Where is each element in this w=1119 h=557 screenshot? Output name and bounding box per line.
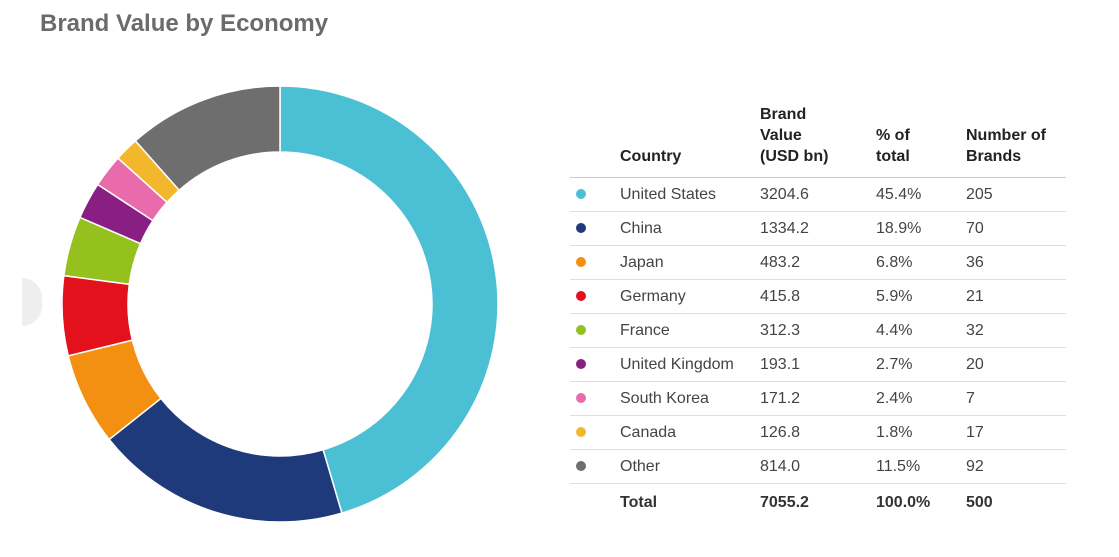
pct-cell: 2.4%	[870, 381, 960, 416]
total-value: 7055.2	[760, 494, 809, 511]
legend-dot-icon	[576, 222, 586, 233]
value-cell: 814.0	[754, 449, 870, 484]
brands-cell: 205	[960, 177, 1066, 212]
table-header-row: Country Brand Value (USD bn) % of total …	[570, 104, 1066, 178]
value-cell: 483.2	[754, 245, 870, 280]
header-brand-value-line: Brand	[760, 106, 807, 123]
header-brands-line: Number of	[966, 127, 1046, 144]
country-cell: South Korea	[614, 381, 754, 416]
pct-cell: 4.4%	[870, 313, 960, 348]
data-table: Country Brand Value (USD bn) % of total …	[570, 104, 1066, 522]
legend-dot-icon	[576, 188, 586, 199]
pct-cell: 11.5%	[870, 449, 960, 484]
header-brand-value-line: Value	[760, 127, 802, 144]
value-cell: 193.1	[754, 347, 870, 382]
total-label: Total	[620, 494, 658, 511]
country-cell: Germany	[614, 279, 754, 314]
value-cell: 171.2	[754, 381, 870, 416]
value-cell: 126.8	[754, 415, 870, 450]
country-cell: France	[614, 313, 754, 348]
total-row: Total 7055.2 100.0% 500	[570, 484, 1066, 523]
legend-dot-icon	[576, 358, 586, 369]
legend-dot-icon	[576, 324, 586, 335]
legend-dot-cell	[570, 415, 614, 450]
header-dot-column	[570, 104, 614, 178]
header-brands-line: Brands	[966, 148, 1022, 165]
legend-dot-cell	[570, 211, 614, 246]
brands-cell: 70	[960, 211, 1066, 246]
country-cell: Other	[614, 449, 754, 484]
table-row: Japan 483.2 6.8% 36	[570, 245, 1066, 280]
pct-cell: 45.4%	[870, 177, 960, 212]
header-pct-line: total	[876, 148, 910, 165]
table-row: China 1334.2 18.9% 70	[570, 211, 1066, 246]
table-row: Canada 126.8 1.8% 17	[570, 415, 1066, 450]
value-cell: 415.8	[754, 279, 870, 314]
brands-cell: 20	[960, 347, 1066, 382]
scroll-edge-handle[interactable]	[22, 278, 42, 326]
table-row: United Kingdom 193.1 2.7% 20	[570, 347, 1066, 382]
brands-cell: 36	[960, 245, 1066, 280]
value-cell: 3204.6	[754, 177, 870, 212]
chart-title: Brand Value by Economy	[40, 10, 329, 37]
value-cell: 312.3	[754, 313, 870, 348]
legend-dot-cell	[570, 313, 614, 348]
brands-cell: 7	[960, 381, 1066, 416]
country-cell: United Kingdom	[614, 347, 754, 382]
table-row: South Korea 171.2 2.4% 7	[570, 381, 1066, 416]
value-cell: 1334.2	[754, 211, 870, 246]
legend-dot-cell	[570, 245, 614, 280]
total-dot-cell	[570, 484, 614, 523]
country-cell: United States	[614, 177, 754, 212]
donut-inner-ring	[128, 152, 432, 456]
header-number-of-brands: Number of Brands	[960, 104, 1066, 178]
table-row: Germany 415.8 5.9% 21	[570, 279, 1066, 314]
legend-dot-cell	[570, 347, 614, 382]
brands-cell: 17	[960, 415, 1066, 450]
total-brands: 500	[966, 494, 993, 511]
legend-dot-cell	[570, 279, 614, 314]
country-cell: Japan	[614, 245, 754, 280]
country-cell: China	[614, 211, 754, 246]
total-pct: 100.0%	[876, 494, 931, 511]
brands-cell: 32	[960, 313, 1066, 348]
donut-slice-china	[108, 397, 343, 523]
legend-dot-icon	[576, 290, 586, 301]
legend-dot-icon	[576, 256, 586, 267]
donut-chart	[61, 85, 499, 523]
pct-cell: 5.9%	[870, 279, 960, 314]
legend-dot-icon	[576, 426, 586, 437]
brands-cell: 21	[960, 279, 1066, 314]
table-row: Other 814.0 11.5% 92	[570, 449, 1066, 484]
legend-dot-cell	[570, 449, 614, 484]
legend-dot-cell	[570, 381, 614, 416]
header-pct-total: % of total	[870, 104, 960, 178]
legend-dot-icon	[576, 460, 586, 471]
table-row: United States 3204.6 45.4% 205	[570, 177, 1066, 212]
legend-dot-icon	[576, 392, 586, 403]
pct-cell: 2.7%	[870, 347, 960, 382]
legend-dot-cell	[570, 177, 614, 212]
pct-cell: 6.8%	[870, 245, 960, 280]
pct-cell: 1.8%	[870, 415, 960, 450]
header-brand-value: Brand Value (USD bn)	[754, 104, 870, 178]
pct-cell: 18.9%	[870, 211, 960, 246]
header-country: Country	[614, 104, 754, 178]
header-pct-line: % of	[876, 127, 910, 144]
country-cell: Canada	[614, 415, 754, 450]
header-brand-value-line: (USD bn)	[760, 148, 829, 165]
table-row: France 312.3 4.4% 32	[570, 313, 1066, 348]
brands-cell: 92	[960, 449, 1066, 484]
